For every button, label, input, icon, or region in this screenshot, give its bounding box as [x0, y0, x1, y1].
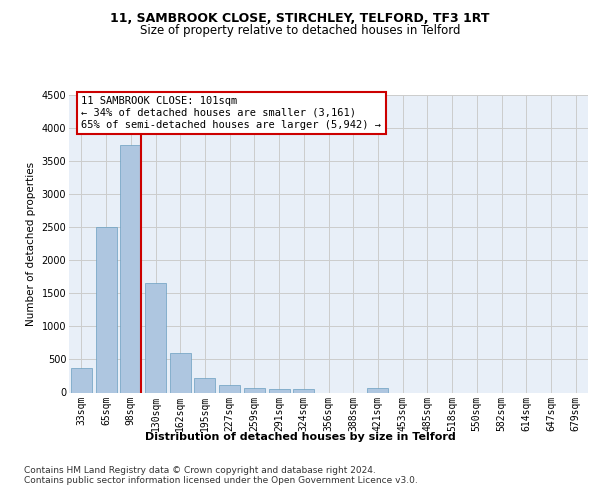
Bar — [95, 227, 116, 392]
Y-axis label: Number of detached properties: Number of detached properties — [26, 162, 36, 326]
Bar — [367, 388, 388, 392]
Text: Size of property relative to detached houses in Telford: Size of property relative to detached ho… — [140, 24, 460, 37]
Text: Distribution of detached houses by size in Telford: Distribution of detached houses by size … — [145, 432, 455, 442]
Text: Contains HM Land Registry data © Crown copyright and database right 2024.
Contai: Contains HM Land Registry data © Crown c… — [24, 466, 418, 485]
Bar — [269, 389, 290, 392]
Bar — [219, 385, 240, 392]
Text: 11, SAMBROOK CLOSE, STIRCHLEY, TELFORD, TF3 1RT: 11, SAMBROOK CLOSE, STIRCHLEY, TELFORD, … — [110, 12, 490, 26]
Bar — [194, 378, 215, 392]
Bar — [244, 388, 265, 392]
Bar — [170, 354, 191, 393]
Bar — [145, 284, 166, 393]
Bar — [71, 368, 92, 392]
Bar — [120, 144, 141, 392]
Bar — [293, 389, 314, 392]
Text: 11 SAMBROOK CLOSE: 101sqm
← 34% of detached houses are smaller (3,161)
65% of se: 11 SAMBROOK CLOSE: 101sqm ← 34% of detac… — [82, 96, 382, 130]
